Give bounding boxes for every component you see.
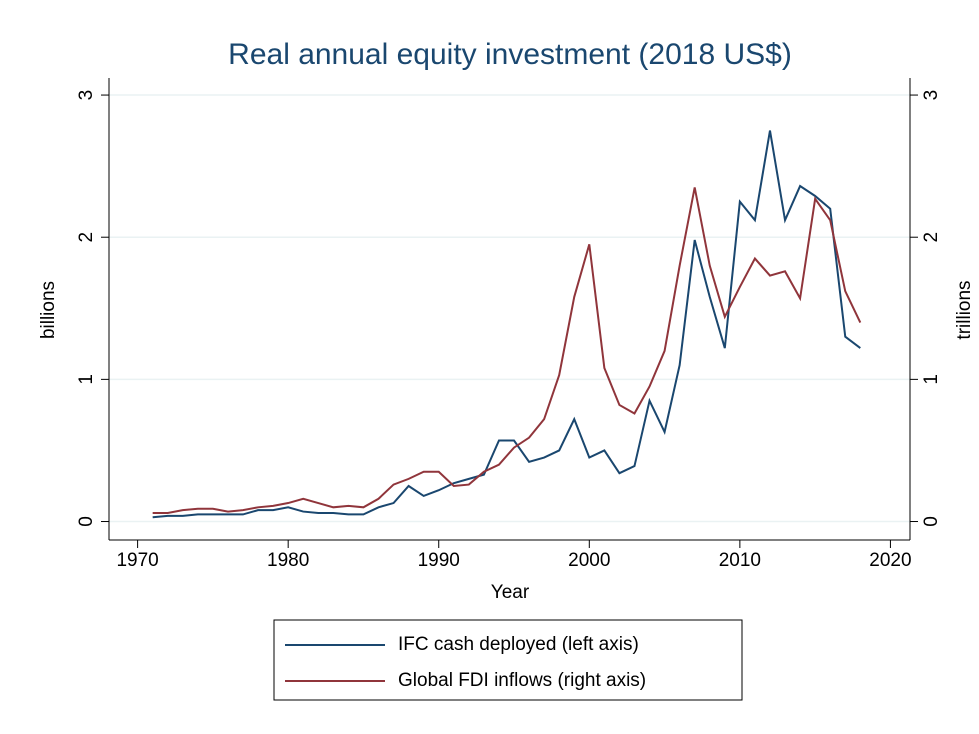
y2-axis-title: trillions bbox=[954, 280, 975, 339]
y-tick-label: 2 bbox=[76, 232, 97, 243]
y-tick-label: 1 bbox=[76, 374, 97, 385]
y-tick-label: 0 bbox=[76, 516, 97, 527]
y-tick-label: 3 bbox=[76, 90, 97, 101]
series-line bbox=[152, 187, 862, 514]
x-tick-label: 2020 bbox=[869, 550, 911, 571]
legend-label: Global FDI inflows (right axis) bbox=[398, 670, 646, 691]
y2-tick-label: 2 bbox=[921, 232, 942, 243]
legend-label: IFC cash deployed (left axis) bbox=[398, 634, 639, 655]
x-tick-label: 2000 bbox=[568, 550, 610, 571]
x-axis-title: Year bbox=[491, 582, 530, 603]
x-tick-label: 1970 bbox=[116, 550, 158, 571]
y2-tick-label: 0 bbox=[921, 516, 942, 527]
y-axis-title: billions bbox=[38, 281, 59, 339]
y2-tick-label: 3 bbox=[921, 90, 942, 101]
chart-title: Real annual equity investment (2018 US$) bbox=[228, 38, 792, 71]
y2-tick-label: 1 bbox=[921, 374, 942, 385]
x-tick-label: 1980 bbox=[267, 550, 309, 571]
legend bbox=[273, 619, 743, 701]
plot-area bbox=[109, 78, 910, 540]
x-tick-label: 2010 bbox=[719, 550, 761, 571]
series-line bbox=[152, 130, 861, 519]
x-tick-label: 1990 bbox=[418, 550, 460, 571]
